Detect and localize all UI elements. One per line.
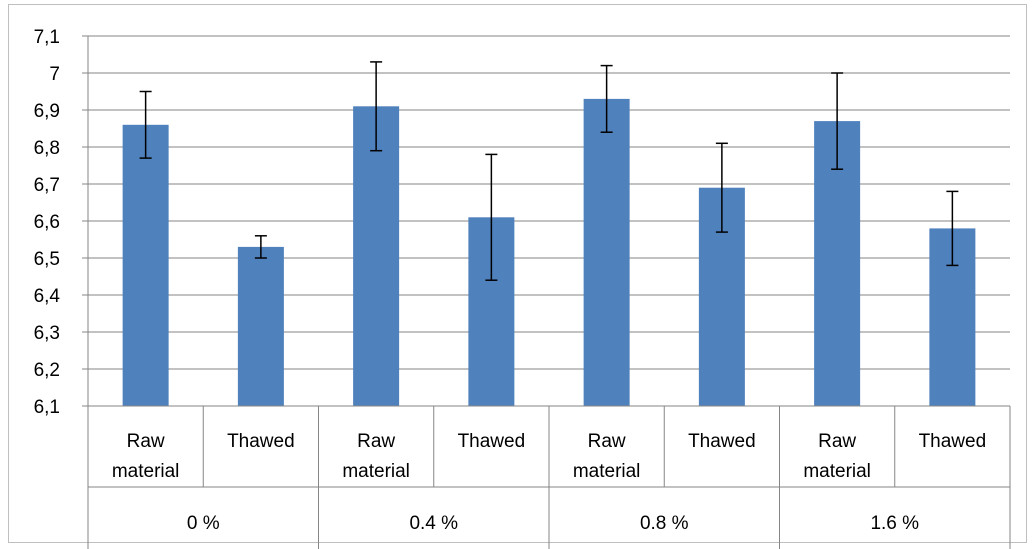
group-label: 0.4 % (409, 513, 458, 534)
category-label: Thawed (688, 431, 756, 452)
error-bars (139, 61, 959, 281)
bar (122, 124, 169, 407)
y-tick-label: 6,9 (34, 101, 60, 122)
category-label: Raw (588, 431, 626, 452)
group-label: 1.6 % (870, 513, 919, 534)
y-tick-label: 6,1 (34, 397, 60, 418)
category-label: material (342, 461, 410, 482)
group-label: 0.8 % (640, 513, 689, 534)
bar (237, 246, 284, 406)
bar (583, 98, 630, 407)
y-tick-label: 6,7 (34, 175, 60, 196)
y-tick-label: 6,2 (34, 360, 60, 381)
category-label: material (803, 461, 871, 482)
category-label: Thawed (458, 431, 526, 452)
category-label: Raw (818, 431, 856, 452)
category-label: Raw (357, 431, 395, 452)
gridlines (82, 35, 1010, 407)
x-axis-category-labels: Raw material Thawed Raw material Thawed Raw mat… (112, 431, 986, 482)
y-tick-label: 7 (49, 64, 60, 85)
category-label: material (112, 461, 180, 482)
category-label: Thawed (227, 431, 295, 452)
y-tick-label: 6,5 (34, 249, 60, 270)
category-label: Thawed (919, 431, 987, 452)
y-tick-label: 6,8 (34, 138, 60, 159)
category-label: Raw (127, 431, 165, 452)
x-axis (87, 36, 1011, 549)
bar (353, 106, 400, 407)
y-axis-tick-labels: 6,1 6,2 6,3 6,4 6,5 6,6 6,7 6,8 6,9 7 7,1 (34, 27, 61, 418)
y-tick-label: 6,4 (34, 286, 61, 307)
y-tick-label: 6,3 (34, 323, 60, 344)
y-tick-label: 7,1 (34, 27, 60, 48)
group-label: 0 % (187, 513, 220, 534)
x-axis-group-labels: 0 % 0.4 % 0.8 % 1.6 % (187, 513, 919, 534)
bars (122, 98, 976, 407)
category-label: material (573, 461, 641, 482)
y-tick-label: 6,6 (34, 212, 60, 233)
